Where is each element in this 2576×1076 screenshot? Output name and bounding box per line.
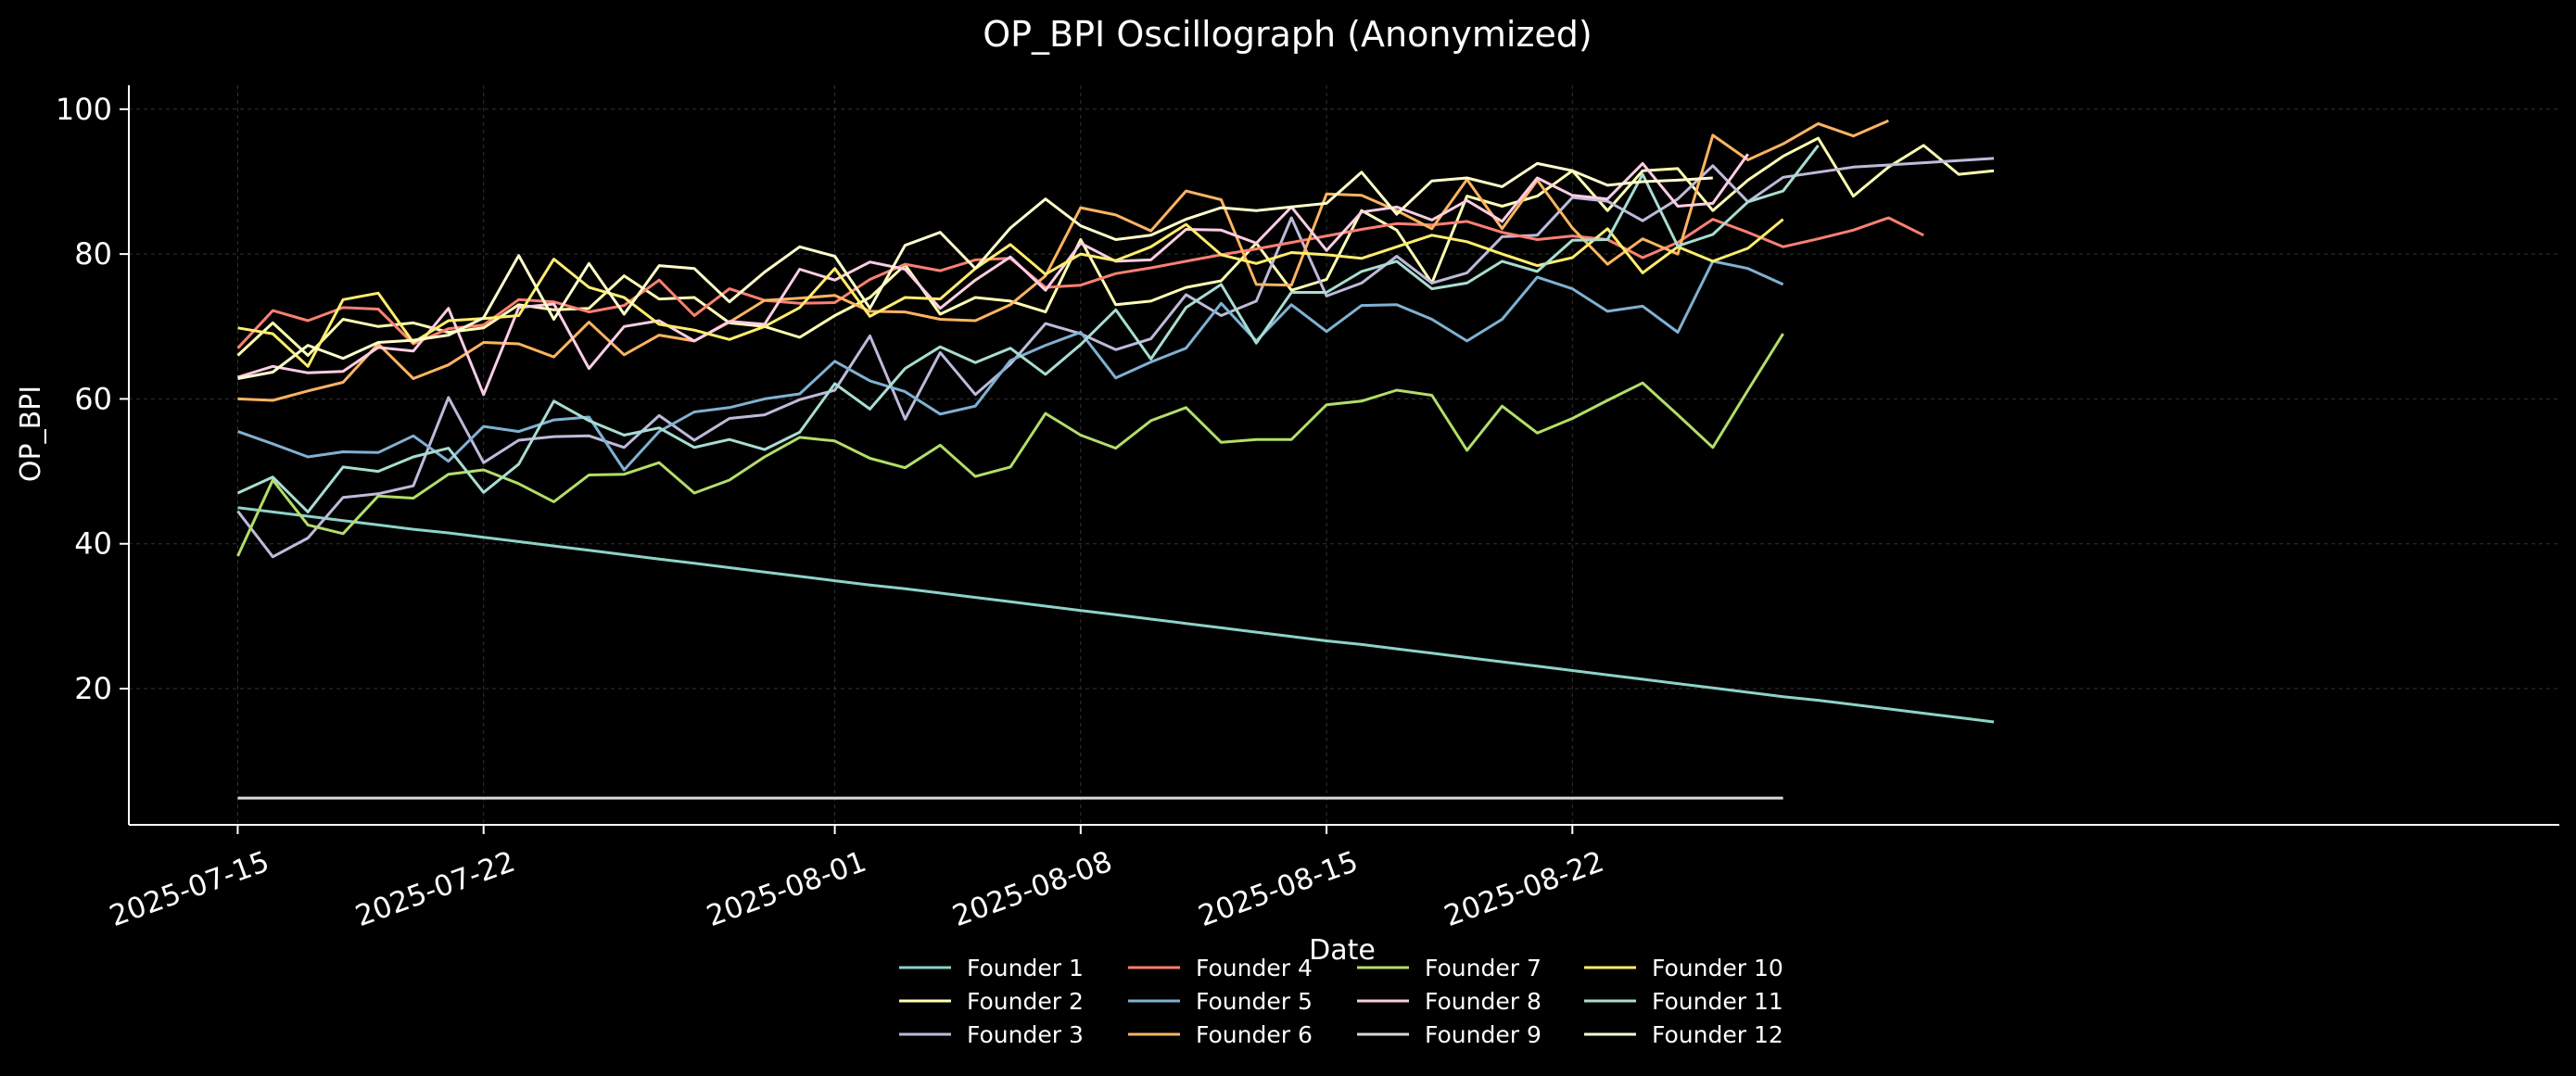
series-line-founder-8 xyxy=(237,153,1749,397)
legend-item: Founder 8 xyxy=(1357,988,1542,1015)
series-line-founder-6 xyxy=(237,119,1889,402)
series-line-founder-12 xyxy=(237,161,1713,380)
series-line-founder-1 xyxy=(237,506,1995,724)
legend-item: Founder 10 xyxy=(1584,955,1783,981)
legend-item: Founder 7 xyxy=(1357,955,1542,981)
legend-label: Founder 5 xyxy=(1196,988,1313,1015)
legend-label: Founder 1 xyxy=(967,955,1084,981)
grid-lines xyxy=(129,85,2559,825)
legend-label: Founder 12 xyxy=(1652,1021,1783,1048)
y-axis-label: OP_BPI xyxy=(15,386,47,482)
y-tick-label: 100 xyxy=(56,92,112,127)
legend-item: Founder 11 xyxy=(1584,988,1783,1015)
series-line-founder-5 xyxy=(237,260,1784,472)
y-tick-label: 40 xyxy=(74,526,112,562)
legend-label: Founder 9 xyxy=(1425,1021,1542,1048)
y-tick-label: 80 xyxy=(74,236,112,272)
legend-label: Founder 6 xyxy=(1196,1021,1313,1048)
legend-item: Founder 1 xyxy=(899,955,1084,981)
data-series xyxy=(236,119,1995,800)
series-line-founder-11 xyxy=(236,144,1820,513)
legend-item: Founder 5 xyxy=(1128,988,1313,1015)
legend-label: Founder 4 xyxy=(1196,955,1313,981)
legend-label: Founder 10 xyxy=(1652,955,1783,981)
legend-item: Founder 2 xyxy=(899,988,1084,1015)
y-tick-label: 20 xyxy=(74,671,112,706)
legend-item: Founder 6 xyxy=(1128,1021,1313,1048)
legend-item: Founder 12 xyxy=(1584,1021,1783,1048)
y-tick-label: 60 xyxy=(74,381,112,416)
legend-item: Founder 4 xyxy=(1128,955,1313,981)
legend-label: Founder 3 xyxy=(967,1021,1084,1048)
axes xyxy=(128,85,2559,826)
legend-label: Founder 8 xyxy=(1425,988,1542,1015)
legend-item: Founder 9 xyxy=(1357,1021,1542,1048)
y-ticks: 20 40 60 80 100 xyxy=(56,92,129,706)
series-line-founder-4 xyxy=(236,216,1924,349)
chart-title: OP_BPI Oscillograph (Anonymized) xyxy=(983,14,1593,55)
series-line-founder-10 xyxy=(237,218,1784,368)
legend-label: Founder 11 xyxy=(1652,988,1783,1015)
legend-item: Founder 3 xyxy=(899,1021,1084,1048)
legend: Founder 1 Founder 2 Founder 3 Founder 4 Foun… xyxy=(899,955,1783,1048)
x-axis-label: Date xyxy=(1309,934,1376,967)
series-line-founder-7 xyxy=(236,333,1784,557)
legend-label: Founder 7 xyxy=(1425,955,1542,981)
legend-label: Founder 2 xyxy=(967,988,1084,1015)
